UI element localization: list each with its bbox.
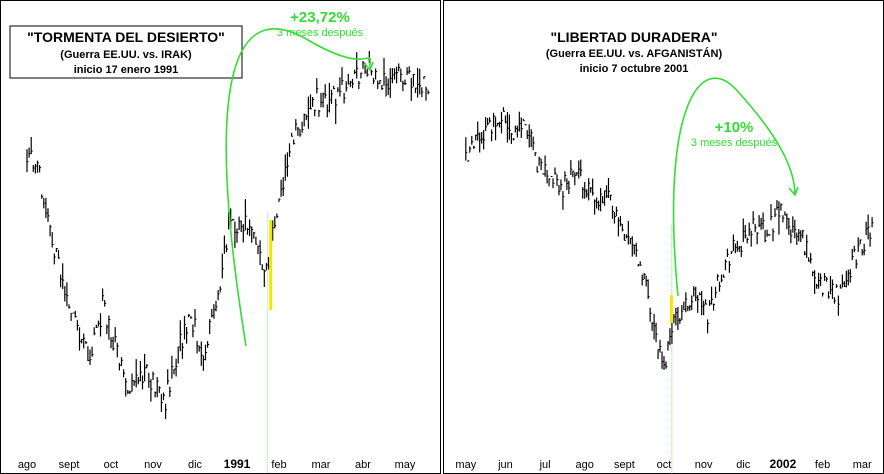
panel-enduring-freedom: "LIBERTAD DURADERA" (Guerra EE.UU. vs. A… (443, 0, 884, 474)
month-label: dic (736, 459, 751, 471)
chart-subtitle: (Guerra EE.UU. vs. IRAK) (60, 49, 192, 61)
start-label: inicio 7 octubre 2001 (580, 63, 689, 75)
plot-area (465, 77, 874, 474)
gain-arc (225, 28, 371, 347)
month-label: mar (853, 459, 872, 471)
month-label: sept (59, 459, 80, 471)
start-label: inicio 17 enero 1991 (74, 64, 179, 76)
month-label: mar (312, 459, 331, 471)
month-label: ago (576, 459, 594, 471)
chart-subtitle: (Guerra EE.UU. vs. AFGANISTÁN) (546, 47, 723, 60)
title-box (9, 25, 243, 79)
chart-title: "LIBERTAD DURADERA" (550, 29, 717, 45)
month-label: oct (657, 459, 672, 471)
month-label: feb (271, 459, 286, 471)
month-axis: may jun jul ago sept oct nov dic 2002 feb mar (455, 457, 872, 471)
event-highlight-bar (269, 219, 273, 311)
gain-arc (672, 77, 796, 297)
plot-area (26, 28, 430, 474)
month-axis: ago sept oct nov dic 1991 feb mar abr may (18, 457, 416, 471)
panel-desert-storm: "TORMENTA DEL DESIERTO" (Guerra EE.UU. v… (0, 0, 441, 474)
gain-value: +10% (715, 119, 754, 136)
month-label: ago (18, 459, 36, 471)
month-label: may (395, 459, 416, 471)
month-label: may (455, 459, 476, 471)
month-label: oct (104, 459, 119, 471)
month-label: sept (614, 459, 635, 471)
month-label: dic (188, 459, 203, 471)
month-label: jul (539, 459, 551, 471)
month-label: nov (695, 459, 713, 471)
event-highlight-bar (669, 295, 673, 323)
month-label: jun (497, 459, 513, 471)
chart-title: "TORMENTA DEL DESIERTO" (27, 29, 225, 45)
month-label: 2002 (770, 457, 797, 471)
gain-arrowhead (363, 61, 374, 72)
gain-note: 3 meses después (277, 27, 364, 39)
month-label: 1991 (224, 457, 251, 471)
month-label: abr (355, 459, 371, 471)
month-label: feb (815, 459, 830, 471)
gain-arrowhead (788, 186, 799, 197)
gain-note: 3 meses después (691, 137, 778, 149)
month-label: nov (144, 459, 162, 471)
gain-value: +23,72% (290, 9, 350, 26)
